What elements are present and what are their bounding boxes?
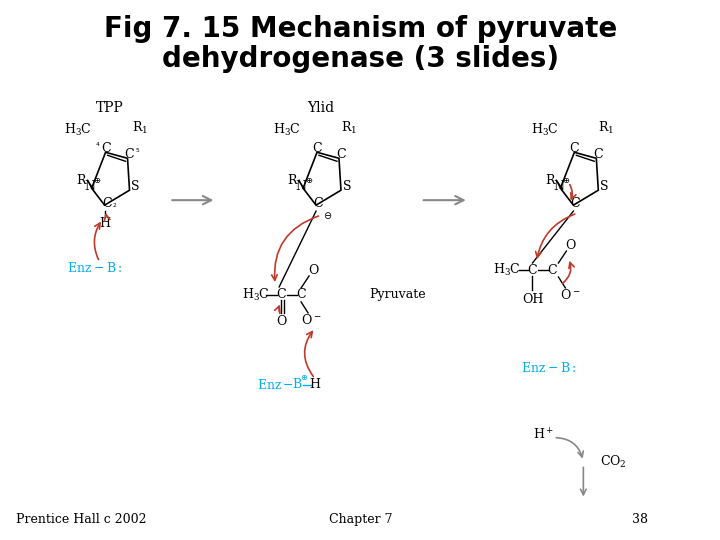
- Text: H: H: [99, 217, 110, 230]
- Text: C: C: [276, 288, 286, 301]
- Text: $_4$: $_4$: [95, 140, 100, 149]
- Text: C: C: [296, 288, 306, 301]
- Text: $_5$: $_5$: [135, 146, 140, 155]
- Text: $\mathregular{H^+}$: $\mathregular{H^+}$: [533, 427, 554, 442]
- Text: R: R: [287, 174, 297, 187]
- Text: Chapter 7: Chapter 7: [329, 513, 392, 526]
- Text: C: C: [593, 148, 603, 161]
- Text: $\mathregular{O^-}$: $\mathregular{O^-}$: [560, 288, 580, 302]
- Text: $\oplus$: $\oplus$: [562, 176, 570, 185]
- Text: $\mathregular{H_3C}$: $\mathregular{H_3C}$: [274, 122, 301, 138]
- Text: S: S: [131, 180, 140, 193]
- Text: C: C: [528, 264, 537, 276]
- Text: C: C: [570, 142, 579, 155]
- Text: $\mathregular{CO_2}$: $\mathregular{CO_2}$: [600, 454, 627, 470]
- Text: $\mathregular{H_3C}$: $\mathregular{H_3C}$: [243, 287, 270, 303]
- Text: C: C: [570, 197, 580, 210]
- Text: $\oplus$: $\oplus$: [300, 373, 308, 382]
- Text: $\mathregular{O^-}$: $\mathregular{O^-}$: [301, 313, 321, 327]
- Text: $\ominus$: $\ominus$: [323, 210, 333, 221]
- Text: O: O: [308, 264, 318, 276]
- Text: S: S: [343, 180, 351, 193]
- Text: Prentice Hall c 2002: Prentice Hall c 2002: [17, 513, 147, 526]
- Text: Fig 7. 15 Mechanism of pyruvate: Fig 7. 15 Mechanism of pyruvate: [104, 15, 618, 43]
- Text: C: C: [312, 142, 322, 155]
- Text: $\mathregular{R_1}$: $\mathregular{R_1}$: [598, 120, 614, 137]
- Text: S: S: [600, 180, 608, 193]
- Text: $\mathregular{H_3C}$: $\mathregular{H_3C}$: [64, 122, 91, 138]
- Text: C: C: [313, 197, 323, 210]
- Text: 38: 38: [632, 513, 648, 526]
- Text: Ylid: Ylid: [307, 102, 335, 116]
- Text: R: R: [545, 174, 554, 187]
- Text: $\mathregular{H_3C}$: $\mathregular{H_3C}$: [492, 262, 521, 278]
- Text: N: N: [296, 180, 307, 193]
- Text: $\mathregular{R_1}$: $\mathregular{R_1}$: [132, 120, 148, 137]
- Text: C: C: [336, 148, 346, 161]
- Text: N: N: [84, 180, 95, 193]
- Text: C: C: [102, 197, 112, 210]
- Text: C: C: [548, 264, 557, 276]
- Text: $-$: $-$: [282, 378, 292, 391]
- Text: $\mathregular{H_3C}$: $\mathregular{H_3C}$: [531, 122, 559, 138]
- Text: OH: OH: [522, 293, 543, 306]
- Text: Pyruvate: Pyruvate: [369, 288, 426, 301]
- Text: $\mathregular{Enz - B:}$: $\mathregular{Enz - B:}$: [67, 261, 122, 275]
- Text: C: C: [125, 148, 135, 161]
- Text: $\mathregular{Enz}$: $\mathregular{Enz}$: [256, 377, 282, 392]
- Text: R: R: [76, 174, 86, 187]
- Text: dehydrogenase (3 slides): dehydrogenase (3 slides): [163, 44, 559, 72]
- Text: $\oplus$: $\oplus$: [305, 176, 313, 185]
- Text: $\oplus$: $\oplus$: [94, 176, 102, 185]
- Text: $_2$: $_2$: [112, 201, 117, 210]
- Text: B: B: [292, 378, 302, 391]
- Text: N: N: [553, 180, 564, 193]
- Text: H: H: [310, 378, 320, 391]
- Text: C: C: [101, 142, 110, 155]
- Text: $\mathregular{R_1}$: $\mathregular{R_1}$: [341, 120, 357, 137]
- Text: $\mathregular{Enz - B:}$: $\mathregular{Enz - B:}$: [521, 361, 576, 375]
- Text: O: O: [276, 315, 287, 328]
- Text: O: O: [565, 239, 575, 252]
- Text: TPP: TPP: [96, 102, 123, 116]
